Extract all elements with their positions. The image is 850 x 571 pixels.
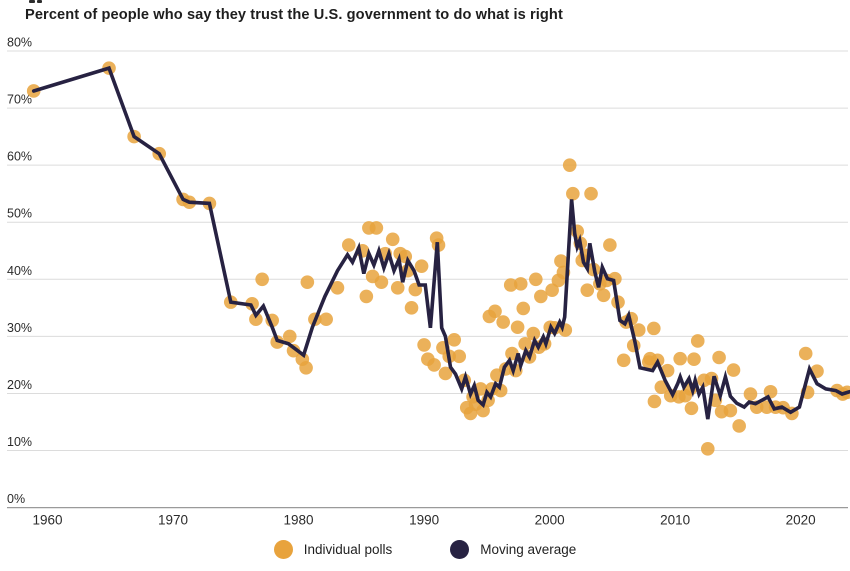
- x-tick-label: 1970: [158, 513, 188, 528]
- x-tick-label: 2000: [535, 513, 565, 528]
- x-tick-label: 2020: [786, 513, 816, 528]
- chart-legend: Individual polls Moving average: [0, 540, 850, 559]
- poll-dot: [608, 271, 622, 286]
- poll-dot: [452, 349, 467, 364]
- poll-dot: [596, 288, 611, 303]
- poll-dot: [513, 277, 528, 291]
- x-tick-label: 1960: [32, 513, 62, 528]
- poll-dot: [518, 336, 532, 351]
- y-tick-label: 40%: [7, 264, 32, 278]
- poll-dot: [763, 384, 778, 399]
- poll-dot: [554, 254, 568, 268]
- poll-dot: [249, 312, 263, 327]
- chart-title: Percent of people who say they trust the…: [25, 7, 563, 23]
- poll-dot: [374, 275, 389, 289]
- poll-dot: [798, 346, 813, 361]
- poll-dot: [319, 312, 333, 327]
- y-tick-label: 50%: [7, 207, 32, 221]
- poll-dot: [631, 323, 646, 337]
- poll-dot: [743, 387, 758, 401]
- poll-dot: [516, 301, 531, 316]
- x-tick-label: 1980: [284, 513, 314, 528]
- poll-dot: [545, 283, 559, 297]
- y-tick-label: 60%: [7, 150, 32, 164]
- moving-average-line: [31, 65, 850, 420]
- poll-dot: [723, 403, 738, 418]
- poll-dot: [255, 272, 269, 287]
- poll-dot: [654, 380, 669, 394]
- poll-dot: [690, 334, 705, 348]
- legend-label-individual-polls: Individual polls: [303, 542, 393, 557]
- poll-dot: [496, 315, 510, 329]
- poll-dot: [447, 332, 462, 347]
- y-tick-label: 0%: [7, 492, 25, 506]
- poll-dot: [510, 320, 525, 335]
- poll-dot: [503, 278, 518, 292]
- poll-dot: [534, 289, 548, 304]
- cropped-text-fragment: [29, 0, 45, 4]
- poll-dot: [712, 350, 726, 365]
- y-tick-label: 80%: [7, 36, 32, 50]
- poll-dot: [417, 338, 431, 352]
- y-tick-label: 20%: [7, 378, 32, 392]
- poll-dot: [603, 238, 617, 252]
- x-tick-label: 1990: [409, 513, 439, 528]
- moving-average-swatch-icon: [450, 540, 470, 559]
- y-tick-label: 70%: [7, 93, 32, 107]
- poll-dot: [282, 329, 297, 344]
- legend-item-individual-polls: Individual polls: [273, 540, 393, 559]
- poll-dot: [488, 304, 502, 319]
- poll-dot: [330, 281, 345, 295]
- poll-dot: [684, 401, 699, 416]
- poll-dot: [438, 366, 453, 381]
- x-tick-label: 2010: [660, 513, 690, 528]
- poll-dot: [616, 353, 631, 368]
- legend-item-moving-average: Moving average: [450, 540, 576, 559]
- poll-dot: [476, 403, 490, 418]
- individual-polls-swatch-icon: [273, 540, 293, 559]
- poll-dot: [359, 289, 374, 304]
- poll-dot: [369, 221, 384, 235]
- poll-dot: [726, 363, 741, 377]
- poll-dot: [647, 394, 662, 409]
- y-tick-label: 30%: [7, 321, 32, 335]
- poll-dot: [566, 186, 580, 201]
- poll-dot: [732, 419, 746, 433]
- poll-dot: [584, 186, 598, 201]
- y-tick-label: 10%: [7, 435, 32, 449]
- poll-dot: [580, 283, 595, 297]
- poll-dot: [700, 442, 715, 456]
- poll-dot: [529, 272, 543, 287]
- poll-dot: [427, 358, 441, 372]
- poll-dot: [385, 232, 400, 247]
- poll-dot: [341, 238, 356, 252]
- poll-dot: [562, 158, 577, 172]
- poll-dot: [390, 281, 405, 295]
- poll-dot: [299, 360, 313, 375]
- legend-label-moving-average: Moving average: [480, 542, 577, 557]
- poll-dot: [673, 351, 687, 366]
- poll-dot: [414, 259, 429, 273]
- poll-dot: [300, 275, 315, 289]
- poll-dot: [526, 326, 541, 341]
- poll-dot: [647, 321, 661, 336]
- poll-dot: [687, 352, 701, 367]
- poll-dot: [404, 301, 419, 315]
